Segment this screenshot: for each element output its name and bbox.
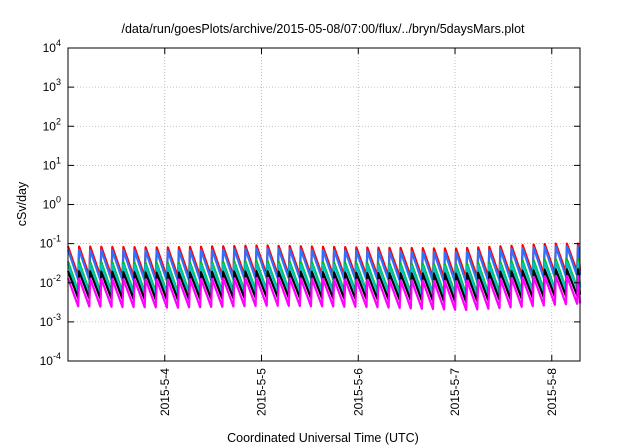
data-series-group: [66, 242, 582, 312]
y-tick-label: 10-2: [40, 273, 61, 290]
x-axis-label: Coordinated Universal Time (UTC): [227, 431, 419, 445]
y-axis: 10-4 10-3 10-2 10-1 100 101 102 103 104: [40, 38, 580, 368]
y-tick-label: 10-4: [40, 351, 61, 368]
x-tick-label: 2015-5-4: [158, 368, 172, 416]
x-tick-label: 2015-5-7: [448, 368, 462, 416]
grid: [68, 48, 580, 361]
y-tick-label: 101: [43, 155, 61, 172]
y-tick-label: 102: [43, 116, 61, 133]
x-axis: 2015-5-4 2015-5-5 2015-5-6 2015-5-7 2015-5-8: [158, 48, 559, 416]
x-tick-label: 2015-5-6: [351, 368, 365, 416]
y-axis-label: cSv/day: [15, 181, 29, 226]
x-tick-label: 2015-5-5: [255, 368, 269, 416]
y-tick-label: 103: [43, 77, 61, 94]
chart-title: /data/run/goesPlots/archive/2015-05-08/0…: [121, 22, 525, 36]
series-line-6: [66, 274, 582, 312]
x-tick-label: 2015-5-8: [545, 368, 559, 416]
y-tick-label: 10-3: [40, 312, 61, 329]
y-tick-label: 100: [43, 195, 61, 212]
y-tick-label: 10-1: [40, 234, 61, 251]
y-tick-label: 104: [43, 38, 61, 55]
